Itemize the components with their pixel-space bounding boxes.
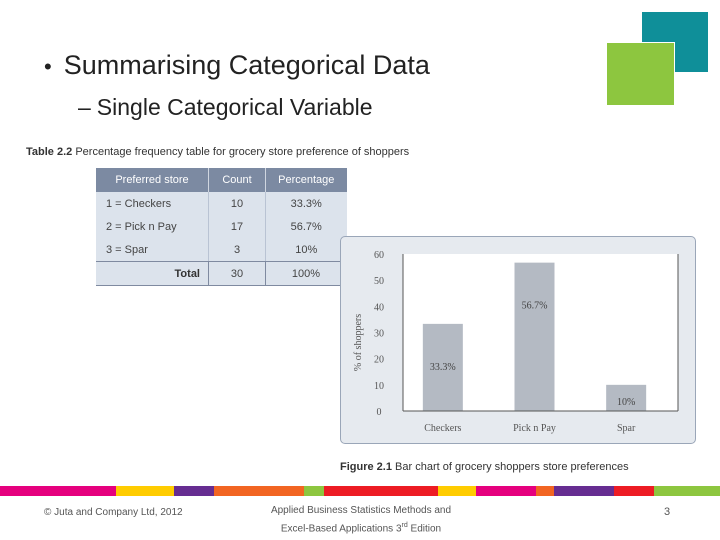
decor-square-green (606, 42, 675, 106)
bar-chart-panel: 0 10 20 30 40 50 60 % of shoppers 33.3% Checkers 5… (340, 236, 696, 444)
bar-data-label: 56.7% (522, 301, 548, 312)
page-number: 3 (664, 506, 671, 518)
footer-band-segment (58, 486, 116, 496)
total-percentage: 100% (265, 261, 347, 286)
frequency-table: Preferred store Count Percentage 1 = Che… (96, 168, 347, 286)
x-tick-label: Spar (617, 423, 636, 434)
table-row: 3 = Spar 3 10% (96, 238, 347, 262)
x-tick-label: Checkers (424, 423, 461, 434)
figure-caption-text: Bar chart of grocery shoppers store pref… (395, 461, 629, 473)
table-total-row: Total 30 100% (96, 261, 347, 286)
x-tick-label: Pick n Pay (513, 423, 556, 434)
y-tick-label: 40 (374, 302, 384, 313)
header-percentage: Percentage (265, 168, 347, 192)
bar-data-label: 10% (617, 397, 635, 408)
cell-store: 3 = Spar (96, 238, 209, 262)
cell-store: 1 = Checkers (106, 197, 172, 210)
footer-book-line-2-sup: rd (401, 522, 408, 529)
bar-chart: 0 10 20 30 40 50 60 % of shoppers 33.3% Checkers 5… (353, 250, 679, 434)
y-tick-label: 30 (374, 329, 384, 340)
footer-band-segment (116, 486, 174, 496)
slide-subtitle-text: Single Categorical Variable (96, 94, 373, 120)
bar (606, 384, 647, 411)
cell-count: 17 (208, 215, 266, 238)
slide-title: • Summarising Categorical Data (44, 50, 430, 81)
table-caption: Table 2.2 Percentage frequency table for… (26, 146, 409, 158)
slide-subtitle: – Single Categorical Variable (78, 94, 373, 121)
footer-band-segment (380, 486, 438, 496)
y-tick-label: 0 (377, 407, 382, 418)
footer-band-segment (614, 486, 654, 496)
y-tick-label: 50 (374, 276, 384, 287)
table-row: 2 = Pick n Pay 17 56.7% (96, 215, 347, 238)
figure-caption-label: Figure 2.1 (340, 461, 392, 473)
cell-store: 2 = Pick n Pay (106, 220, 177, 233)
footer-band-segment (476, 486, 536, 496)
footer-band-segment (174, 486, 214, 496)
bullet-dot: • (44, 54, 52, 79)
footer-band-segment (324, 486, 380, 496)
table-row: 1 = Checkers 10 33.3% (96, 192, 347, 215)
footer-color-band (0, 486, 720, 496)
bar (422, 323, 463, 411)
header-preferred-store: Preferred store (96, 168, 209, 192)
footer-band-segment (0, 486, 58, 496)
table-header-row: Preferred store Count Percentage (96, 168, 347, 192)
footer-book-title: Applied Business Statistics Methods and … (250, 503, 472, 536)
table-caption-text: Percentage frequency table for grocery s… (75, 146, 410, 158)
cell-count: 10 (208, 192, 266, 215)
slide-title-text: Summarising Categorical Data (63, 50, 430, 80)
footer-band-segment (554, 486, 614, 496)
figure-caption: Figure 2.1 Bar chart of grocery shoppers… (340, 461, 629, 473)
footer-book-line-2-end: Edition (407, 523, 442, 535)
y-tick-label: 20 (374, 355, 384, 366)
footer-book-line-2-main: Excel-Based Applications 3 (280, 523, 402, 535)
subtitle-dash: – (78, 94, 91, 120)
footer-book-line-1: Applied Business Statistics Methods and (270, 505, 452, 516)
bar-data-label: 33.3% (430, 362, 456, 373)
footer-band-segment (304, 486, 324, 496)
footer-band-segment (268, 486, 304, 496)
y-tick-label: 10 (374, 381, 384, 392)
footer-copyright: © Juta and Company Ltd, 2012 (44, 507, 183, 518)
header-count: Count (208, 168, 266, 192)
bar (514, 262, 555, 411)
table-caption-label: Table 2.2 (26, 146, 73, 158)
y-axis-label: % of shoppers (353, 314, 364, 371)
footer-book-line-2: Excel-Based Applications 3rd Edition (250, 518, 472, 536)
footer-band-segment (438, 486, 476, 496)
footer-band-segment (214, 486, 268, 496)
y-tick-label: 60 (374, 250, 384, 261)
cell-count: 3 (208, 238, 266, 262)
total-label: Total (96, 261, 209, 286)
cell-percentage: 56.7% (265, 215, 347, 238)
cell-percentage: 10% (265, 238, 347, 262)
footer-band-segment (654, 486, 720, 496)
cell-percentage: 33.3% (265, 192, 347, 215)
footer-band-segment (536, 486, 554, 496)
total-count: 30 (208, 261, 266, 286)
